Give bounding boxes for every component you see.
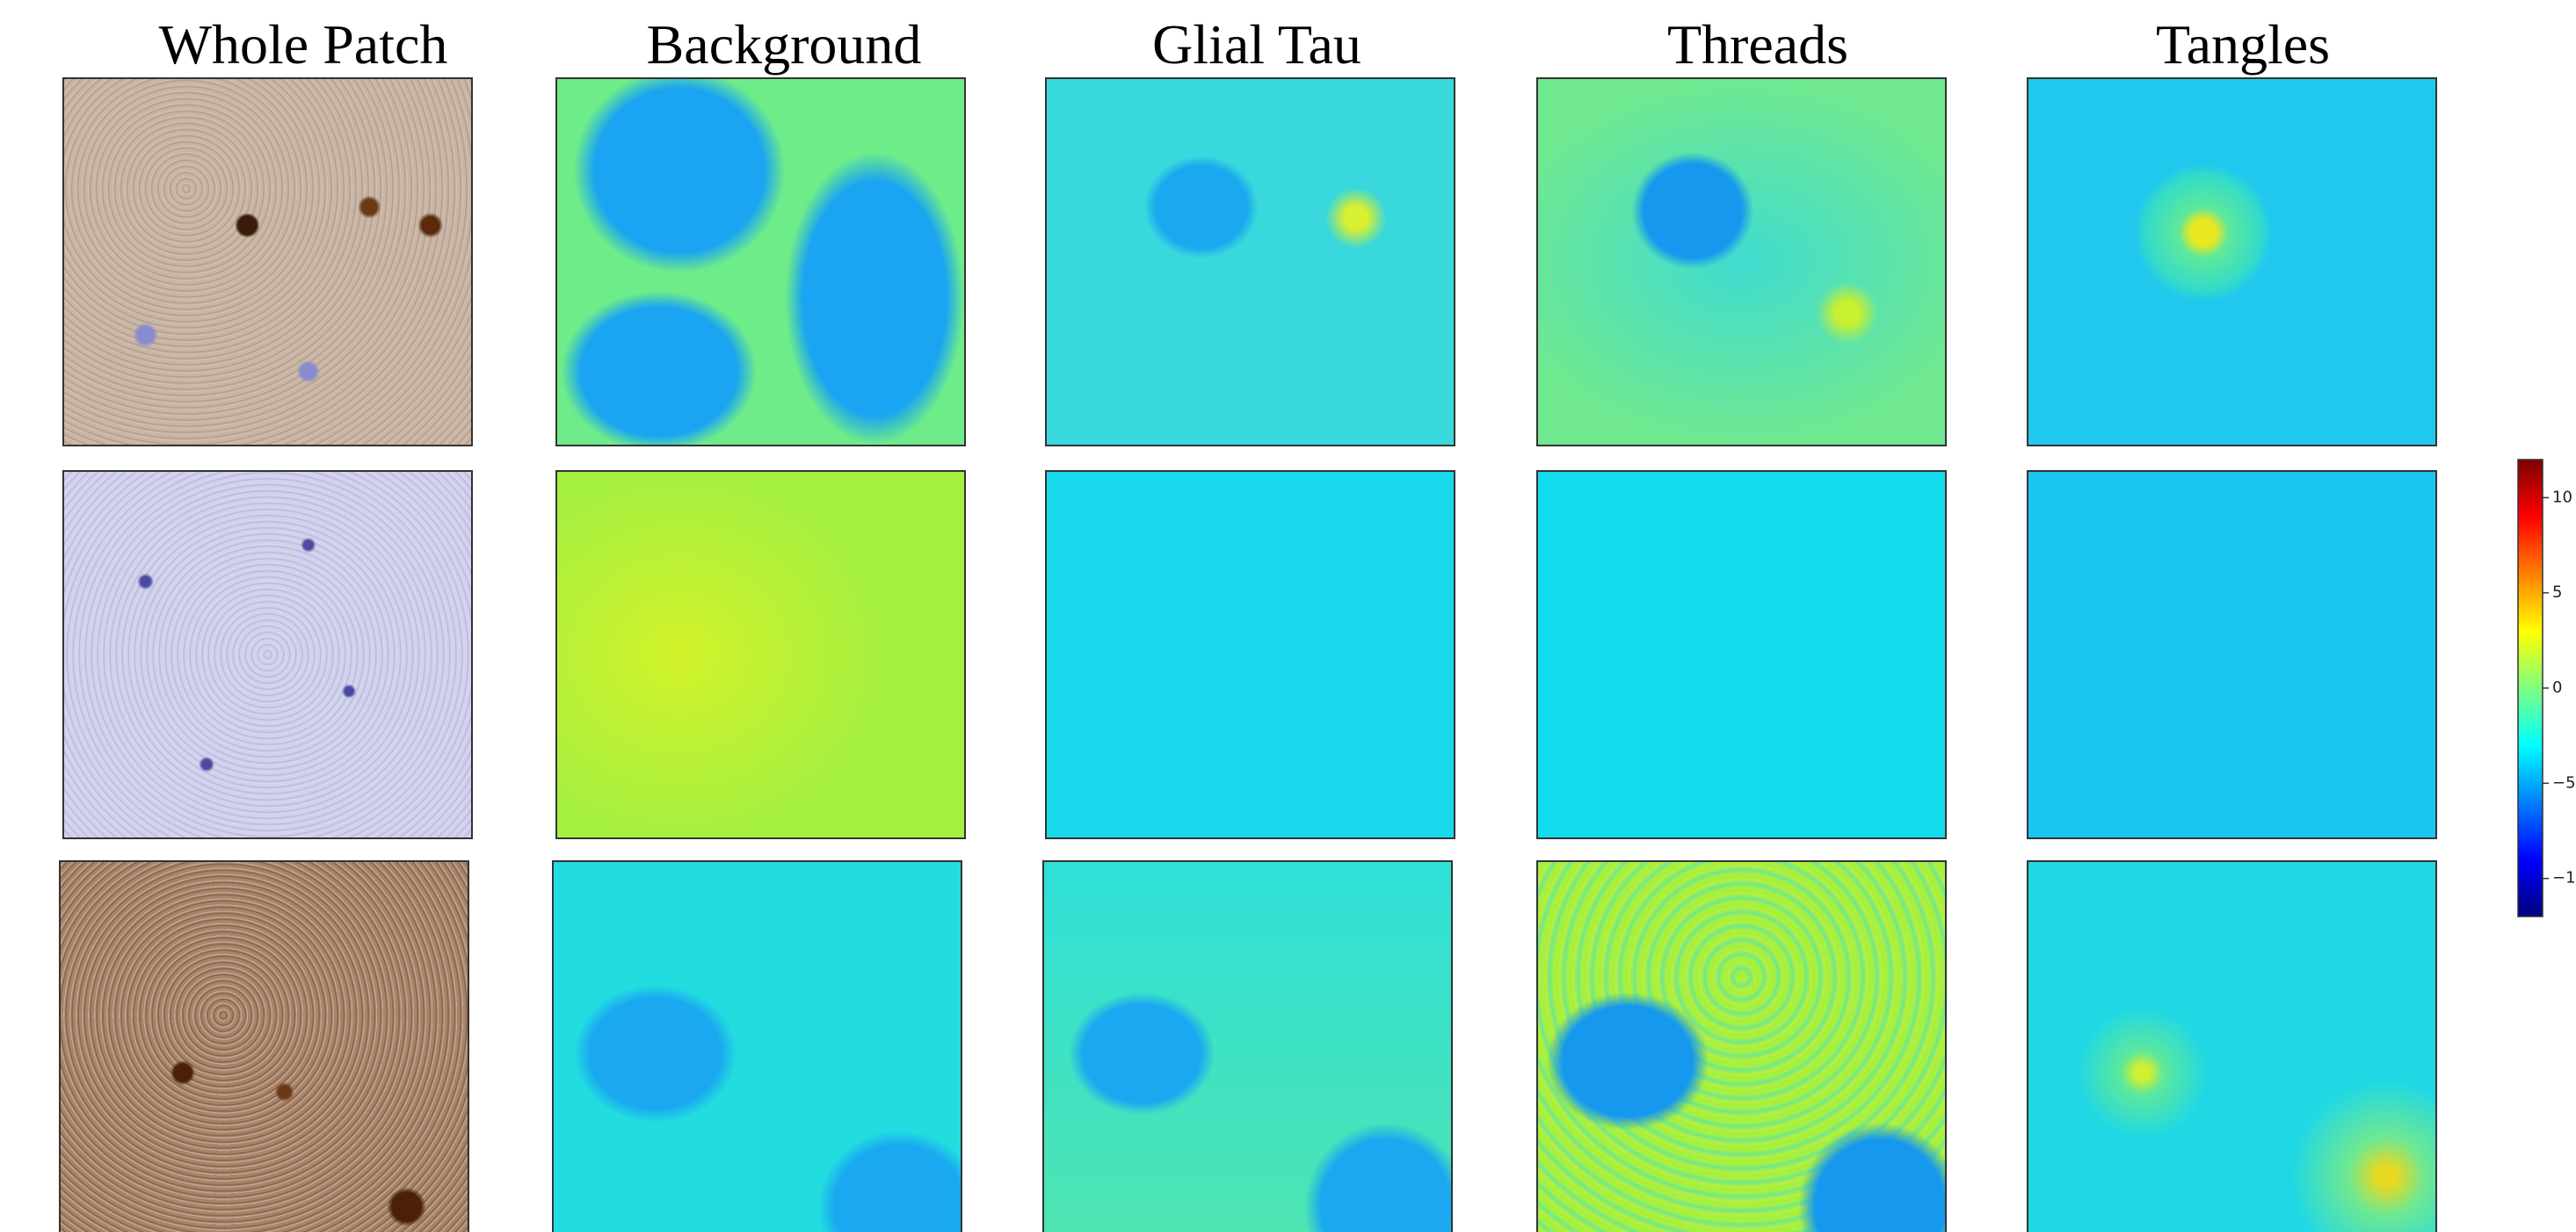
column-title: Threads [1529,12,1986,77]
column-title: Glial Tau [1028,12,1485,77]
histology-patch [59,860,469,1232]
histology-patch [62,77,473,446]
heatmap [1045,77,1455,446]
heatmap [555,77,966,446]
colorbar-tick-label: 10 [2552,488,2572,506]
column-title: Tangles [2014,12,2471,77]
heatmap [552,860,962,1232]
heatmap [1536,860,1947,1232]
colorbar-tick-label: 5 [2552,583,2562,602]
colorbar-tick-label: 0 [2552,678,2562,697]
colorbar: 10 5 0 −5 −10 [2514,444,2576,936]
heatmap [2027,860,2437,1232]
column-title: Whole Patch [75,12,532,77]
figure: Whole Patch Background Glial Tau Threads… [0,0,2576,1232]
heatmap [1045,470,1455,839]
heatmap [2027,77,2437,446]
heatmap [1536,470,1947,839]
histology-patch [62,470,473,839]
colorbar-tick-label: −10 [2552,869,2576,888]
column-title: Background [555,12,1012,77]
heatmap [555,470,966,839]
heatmap [1536,77,1947,446]
heatmap [1042,860,1453,1232]
colorbar-tick-label: −5 [2552,773,2576,792]
heatmap [2027,470,2437,839]
colorbar-scale [2518,460,2543,917]
